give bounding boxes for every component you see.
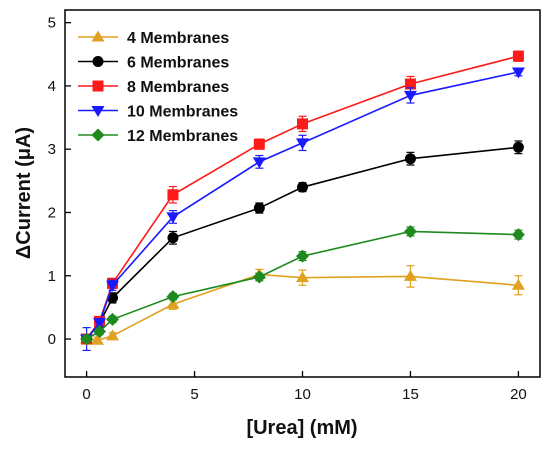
- data-point: [80, 332, 94, 346]
- series-12-membranes: [80, 224, 525, 346]
- data-point: [512, 141, 524, 153]
- series-line: [85, 71, 519, 340]
- data-point: [106, 312, 119, 326]
- data-point: [166, 212, 180, 224]
- data-point: [93, 324, 107, 338]
- legend-label: 10 Membranes: [127, 104, 238, 121]
- series-layer: [80, 50, 525, 352]
- legend-marker: [92, 80, 104, 92]
- legend-item: 4 Membranes: [78, 30, 229, 47]
- x-tick-label: 10: [294, 386, 311, 403]
- legend-label: 4 Membranes: [127, 30, 229, 47]
- data-point: [511, 278, 525, 290]
- data-point: [403, 224, 417, 238]
- legend-item: 6 Membranes: [78, 55, 229, 72]
- legend-label: 8 Membranes: [127, 79, 229, 96]
- y-tick-label: 4: [48, 78, 56, 95]
- data-point: [296, 249, 309, 263]
- y-tick-label: 2: [48, 204, 56, 221]
- data-point: [403, 90, 417, 102]
- data-point: [167, 189, 179, 201]
- legend-item: 10 Membranes: [78, 104, 238, 121]
- legend-marker: [91, 106, 105, 117]
- legend-marker: [91, 30, 105, 42]
- data-point: [297, 118, 308, 130]
- series-line: [85, 55, 519, 340]
- legend-item: 8 Membranes: [78, 79, 229, 96]
- data-point: [253, 138, 265, 150]
- series-4-membranes: [80, 265, 525, 345]
- data-point: [106, 329, 119, 341]
- legend-label: 12 Membranes: [127, 128, 238, 145]
- y-tick-label: 0: [48, 331, 56, 348]
- legend-label: 6 Membranes: [127, 55, 229, 72]
- x-axis-ticks: 0 5 10 15 20: [82, 371, 527, 403]
- data-point: [166, 297, 180, 309]
- legend-marker: [92, 56, 104, 67]
- data-point: [297, 181, 308, 193]
- x-tick-label: 5: [190, 386, 198, 403]
- x-axis-label: [Urea] (mM): [246, 417, 357, 439]
- legend-marker: [91, 128, 105, 142]
- y-tick-label: 1: [48, 268, 56, 285]
- series-6-membranes: [81, 140, 524, 345]
- data-point: [511, 67, 525, 79]
- data-point: [166, 290, 180, 304]
- data-point: [93, 318, 107, 330]
- data-point: [403, 269, 417, 281]
- y-tick-label: 5: [48, 15, 56, 32]
- data-point: [296, 271, 309, 283]
- x-tick-label: 0: [82, 386, 90, 403]
- data-point: [106, 280, 119, 292]
- y-axis-ticks: 0 1 2 3 4 5: [48, 15, 71, 348]
- data-point: [252, 157, 266, 169]
- legend: 4 Membranes 6 Membranes 8 Membranes 10 Memb…: [78, 30, 238, 145]
- data-point: [404, 78, 416, 90]
- data-point: [252, 270, 266, 284]
- x-tick-label: 20: [510, 386, 527, 403]
- x-tick-label: 15: [402, 386, 419, 403]
- series-10-membranes: [80, 67, 525, 352]
- y-axis-label: ΔCurrent (μA): [13, 127, 35, 259]
- data-point: [253, 202, 265, 214]
- data-point: [512, 50, 524, 62]
- y-tick-label: 3: [48, 141, 56, 158]
- series-line: [85, 146, 519, 340]
- data-point: [404, 153, 416, 165]
- legend-item: 12 Membranes: [78, 128, 238, 145]
- data-point: [167, 232, 179, 244]
- data-point: [90, 333, 104, 345]
- data-point: [511, 228, 525, 242]
- data-point: [296, 138, 309, 150]
